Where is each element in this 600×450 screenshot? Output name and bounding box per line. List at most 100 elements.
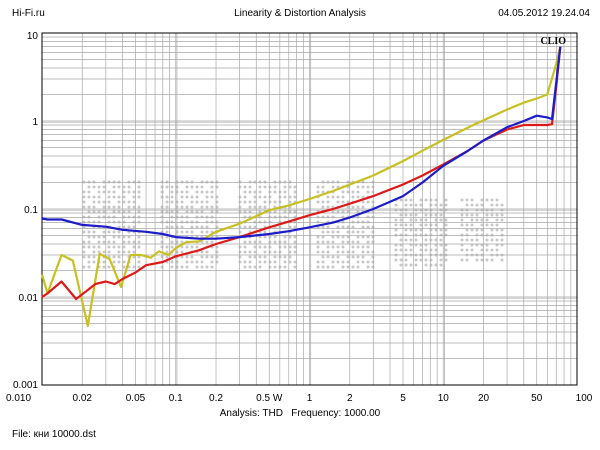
watermark-dot [248, 255, 252, 259]
watermark-dot [248, 185, 252, 189]
watermark-dot [321, 200, 325, 204]
watermark-dot [243, 260, 247, 264]
watermark-dot [92, 245, 96, 249]
watermark-dot [185, 190, 189, 194]
watermark-dot [288, 200, 292, 204]
watermark-dot [87, 260, 91, 264]
watermark-dot [475, 228, 479, 232]
watermark-dot [293, 215, 297, 219]
watermark-dot [248, 260, 252, 264]
watermark-dot [102, 265, 106, 269]
watermark-dot [424, 238, 428, 242]
watermark-dot [439, 218, 443, 222]
watermark-dot [404, 198, 408, 202]
analysis-info: Analysis: THD Frequency: 1000.00 [0, 408, 600, 419]
watermark-dot [263, 200, 267, 204]
watermark-dot [107, 215, 111, 219]
watermark-dot [112, 215, 116, 219]
watermark-dot [444, 228, 448, 232]
watermark-dot [82, 245, 86, 249]
watermark-dot [361, 200, 365, 204]
watermark-dot [273, 250, 277, 254]
watermark-dot [273, 240, 277, 244]
watermark-dot [444, 233, 448, 237]
watermark-dot [341, 225, 345, 229]
watermark-dot [346, 255, 350, 259]
watermark-dot [419, 198, 423, 202]
watermark-dot [82, 230, 86, 234]
watermark-dot [185, 245, 189, 249]
watermark-dot [122, 215, 126, 219]
watermark-dot [460, 198, 464, 202]
watermark-dot [122, 195, 126, 199]
watermark-dot [102, 205, 106, 209]
watermark-dot [404, 238, 408, 242]
watermark-dot [273, 200, 277, 204]
watermark-dot [127, 185, 131, 189]
watermark-dot [165, 230, 169, 234]
watermark-dot [288, 225, 292, 229]
watermark-dot [132, 215, 136, 219]
watermark-dot [253, 200, 257, 204]
watermark-dot [399, 218, 403, 222]
watermark-dot [180, 195, 184, 199]
watermark-dot [419, 223, 423, 227]
watermark-dot [190, 260, 194, 264]
watermark-dot [127, 240, 131, 244]
watermark-dot [485, 223, 489, 227]
watermark-dot [293, 190, 297, 194]
watermark-dot [414, 203, 418, 207]
x-tick-label: 1 [307, 393, 313, 404]
watermark-dot [336, 195, 340, 199]
watermark-dot [253, 265, 257, 269]
watermark-dot [243, 265, 247, 269]
watermark-dot [316, 185, 320, 189]
watermark-dot [283, 195, 287, 199]
watermark-dot [480, 233, 484, 237]
watermark-dot [414, 228, 418, 232]
watermark-dot [321, 230, 325, 234]
watermark-dot [293, 225, 297, 229]
watermark-dot [341, 240, 345, 244]
watermark-dot [137, 255, 141, 259]
watermark-dot [132, 250, 136, 254]
watermark-dot [253, 245, 257, 249]
watermark-dot [316, 200, 320, 204]
watermark-dot [112, 255, 116, 259]
watermark-dot [190, 195, 194, 199]
watermark-dot [394, 203, 398, 207]
watermark-dot [346, 250, 350, 254]
watermark-dot [92, 205, 96, 209]
watermark-dot [288, 250, 292, 254]
x-tick-label: 50 [531, 393, 543, 404]
watermark-dot [361, 220, 365, 224]
watermark-dot [82, 265, 86, 269]
watermark-dot [475, 213, 479, 217]
watermark-dot [321, 180, 325, 184]
watermark-dot [316, 260, 320, 264]
watermark-dot [243, 240, 247, 244]
watermark-dot [293, 185, 297, 189]
watermark-dot [137, 180, 141, 184]
watermark-dot [117, 245, 121, 249]
watermark-dot [465, 213, 469, 217]
watermark-dot [137, 235, 141, 239]
watermark-dot [180, 265, 184, 269]
watermark-dot [180, 255, 184, 259]
watermark-dot [127, 215, 131, 219]
watermark-dot [165, 200, 169, 204]
watermark-dot [460, 248, 464, 252]
watermark-dot [414, 218, 418, 222]
watermark-dot [258, 260, 262, 264]
watermark-dot [361, 235, 365, 239]
watermark-dot [92, 235, 96, 239]
watermark-dot [107, 195, 111, 199]
watermark-dot [117, 180, 121, 184]
watermark-dot [475, 238, 479, 242]
watermark-dot [331, 230, 335, 234]
watermark-dot [495, 203, 499, 207]
watermark-dot [258, 255, 262, 259]
watermark-dot [190, 245, 194, 249]
watermark-dot [485, 198, 489, 202]
watermark-dot [205, 250, 209, 254]
